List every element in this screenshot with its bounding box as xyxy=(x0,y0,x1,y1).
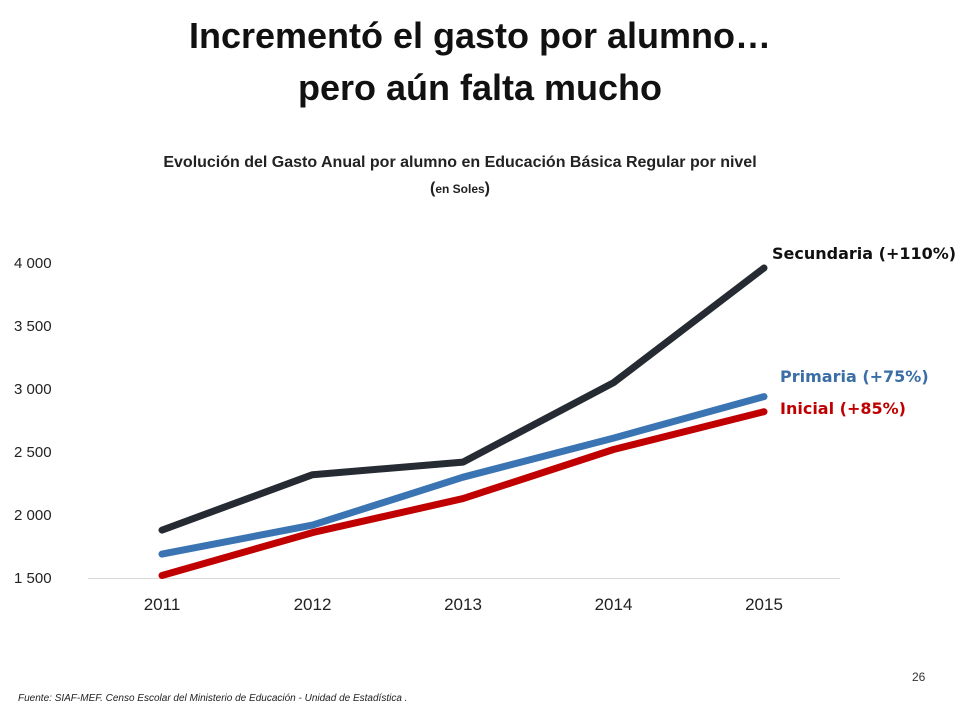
chart-subtitle: (en Soles) xyxy=(429,180,490,197)
chart-lines xyxy=(158,264,768,579)
chart-subtitle-text: en Soles xyxy=(435,182,485,196)
series-label-primaria: Primaria (+75%) xyxy=(780,367,929,386)
series-line-primaria xyxy=(158,393,768,558)
slide-title-line1: Incrementó el gasto por alumno… xyxy=(188,15,772,56)
series-line-inicial xyxy=(158,408,768,579)
chart-title: Evolución del Gasto Anual por alumno en … xyxy=(163,154,757,171)
y-tick-label: 4 000 xyxy=(14,255,52,272)
chart-axes: 1 500 2 000 2 500 3 000 3 500 4 000 2011 2012 20… xyxy=(14,255,840,614)
x-tick-label: 2015 xyxy=(745,595,783,614)
series-labels: Secundaria (+110%) Primaria (+75%) Inicial… xyxy=(772,244,956,418)
x-tick-label: 2014 xyxy=(595,595,633,614)
slide-title-line2: pero aún falta mucho xyxy=(297,67,663,108)
series-label-inicial: Inicial (+85%) xyxy=(780,399,906,418)
page-number: 26 xyxy=(912,670,926,684)
y-tick-label: 2 500 xyxy=(14,444,52,461)
x-tick-label: 2012 xyxy=(294,595,332,614)
y-tick-label: 3 500 xyxy=(14,318,52,335)
source-footnote: Fuente: SIAF-MEF. Censo Escolar del Mini… xyxy=(18,693,408,704)
series-line-secundaria xyxy=(158,264,768,534)
y-tick-label: 1 500 xyxy=(14,570,52,587)
series-label-secundaria: Secundaria (+110%) xyxy=(772,244,956,263)
y-tick-label: 2 000 xyxy=(14,507,52,524)
y-tick-label: 3 000 xyxy=(14,381,52,398)
x-tick-label: 2011 xyxy=(144,595,181,614)
x-tick-label: 2013 xyxy=(444,595,482,614)
